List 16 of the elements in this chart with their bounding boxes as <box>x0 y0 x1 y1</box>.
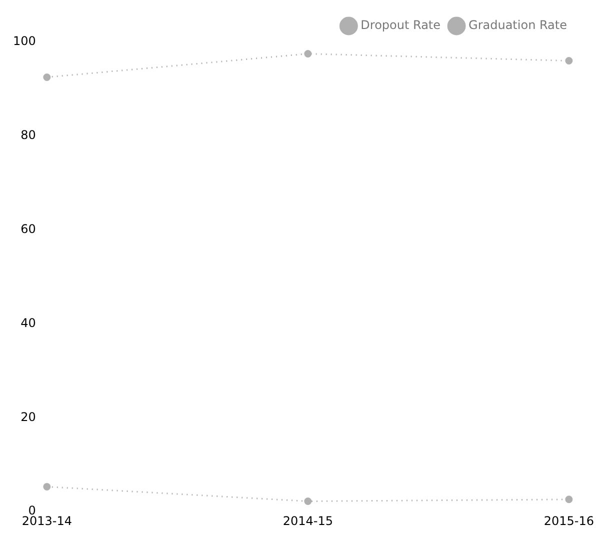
point <box>304 50 312 58</box>
x-tick-label: 2015-16 <box>544 514 594 528</box>
x-tick-label: 2013-14 <box>22 514 72 528</box>
point <box>304 498 312 506</box>
point <box>43 482 51 490</box>
y-tick-label: 20 <box>20 410 36 424</box>
point <box>565 496 573 504</box>
y-tick-label: 80 <box>20 128 36 142</box>
legend-label: Dropout Rate <box>360 18 441 32</box>
y-tick-label: 40 <box>20 316 36 330</box>
x-tick-label: 2014-15 <box>282 514 333 528</box>
y-tick-label: 60 <box>20 222 36 236</box>
y-tick-label: 100 <box>13 34 36 48</box>
point <box>43 73 51 81</box>
point <box>565 57 573 65</box>
legend-label: Graduation Rate <box>468 18 568 32</box>
